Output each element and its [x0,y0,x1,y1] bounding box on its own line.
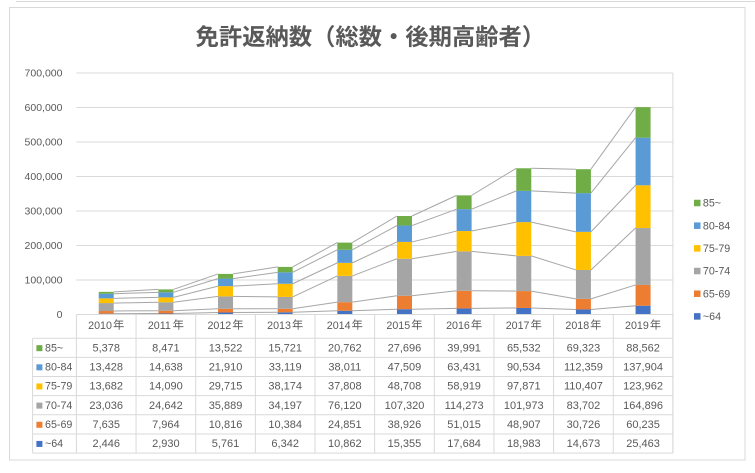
svg-text:15,355: 15,355 [388,438,422,450]
svg-text:2010: 2010 [88,320,112,332]
svg-text:500,000: 500,000 [25,137,63,149]
svg-text:700,000: 700,000 [25,68,63,80]
svg-text:2012: 2012 [207,320,231,332]
svg-text:90,534: 90,534 [507,362,541,374]
svg-text:60,235: 60,235 [626,419,660,431]
svg-text:23,036: 23,036 [89,400,123,412]
svg-text:13,428: 13,428 [89,362,123,374]
svg-text:65,532: 65,532 [507,342,541,354]
svg-text:17,684: 17,684 [447,438,481,450]
svg-text:2013: 2013 [267,320,291,332]
svg-text:2016: 2016 [446,320,470,332]
svg-text:15,721: 15,721 [268,342,302,354]
svg-text:39,991: 39,991 [447,342,481,354]
svg-text:34,197: 34,197 [268,400,302,412]
svg-text:25,463: 25,463 [626,438,660,450]
svg-text:69,323: 69,323 [567,342,601,354]
svg-text:58,919: 58,919 [447,381,481,393]
svg-text:0: 0 [57,309,63,321]
svg-text:123,962: 123,962 [623,381,663,393]
svg-text:29,715: 29,715 [209,381,243,393]
svg-text:76,120: 76,120 [328,400,362,412]
svg-text:112,359: 112,359 [564,362,603,374]
svg-text:6,342: 6,342 [271,438,299,450]
svg-text:75-79: 75-79 [703,243,730,255]
svg-text:~64: ~64 [703,311,721,323]
svg-text:80-84: 80-84 [45,362,72,374]
svg-text:24,642: 24,642 [149,400,183,412]
svg-text:300,000: 300,000 [25,206,63,218]
svg-text:10,384: 10,384 [268,419,302,431]
svg-text:20,762: 20,762 [328,342,362,354]
svg-text:2,446: 2,446 [92,438,120,450]
svg-text:38,926: 38,926 [388,419,422,431]
svg-text:10,862: 10,862 [328,438,362,450]
svg-text:24,851: 24,851 [328,419,362,431]
svg-text:107,320: 107,320 [385,400,425,412]
svg-text:200,000: 200,000 [25,240,63,252]
svg-text:14,673: 14,673 [567,438,601,450]
svg-text:5,378: 5,378 [92,342,120,354]
svg-text:48,708: 48,708 [388,381,422,393]
svg-text:30,726: 30,726 [567,419,601,431]
svg-text:400,000: 400,000 [25,171,63,183]
svg-text:2017: 2017 [506,320,530,332]
svg-text:65-69: 65-69 [45,419,72,431]
svg-text:70-74: 70-74 [703,266,730,278]
svg-text:2011: 2011 [148,320,171,332]
svg-text:63,431: 63,431 [447,362,481,374]
svg-text:8,471: 8,471 [152,342,180,354]
svg-text:2014: 2014 [327,320,351,332]
svg-text:85~: 85~ [45,342,63,354]
svg-text:137,904: 137,904 [623,362,663,374]
svg-text:164,896: 164,896 [623,400,663,412]
svg-text:18,983: 18,983 [507,438,541,450]
svg-text:37,808: 37,808 [328,381,362,393]
svg-text:13,682: 13,682 [89,381,123,393]
svg-text:2,930: 2,930 [152,438,180,450]
svg-text:10,816: 10,816 [209,419,243,431]
svg-text:7,635: 7,635 [92,419,120,431]
svg-text:2015: 2015 [386,320,410,332]
svg-text:80-84: 80-84 [703,220,730,232]
svg-text:110,407: 110,407 [564,381,603,393]
svg-text:33,119: 33,119 [269,362,302,374]
svg-text:97,871: 97,871 [507,381,541,393]
svg-text:38,174: 38,174 [268,381,302,393]
svg-text:65-69: 65-69 [703,288,730,300]
svg-text:27,696: 27,696 [388,342,422,354]
svg-text:70-74: 70-74 [45,400,72,412]
svg-text:5,761: 5,761 [212,438,240,450]
svg-text:~64: ~64 [45,438,63,450]
svg-text:88,562: 88,562 [626,342,660,354]
svg-text:38,011: 38,011 [328,362,361,374]
svg-text:83,702: 83,702 [567,400,601,412]
svg-text:51,015: 51,015 [447,419,481,431]
svg-text:100,000: 100,000 [25,275,63,287]
svg-text:47,509: 47,509 [388,362,422,374]
svg-text:35,889: 35,889 [209,400,243,412]
svg-text:600,000: 600,000 [25,102,63,114]
svg-text:114,273: 114,273 [445,400,484,412]
svg-text:7,964: 7,964 [152,419,180,431]
svg-text:101,973: 101,973 [504,400,544,412]
svg-text:85~: 85~ [703,198,721,210]
svg-text:13,522: 13,522 [209,342,243,354]
svg-text:2019: 2019 [625,320,649,332]
svg-text:21,910: 21,910 [209,362,243,374]
svg-text:75-79: 75-79 [45,381,72,393]
svg-text:2018: 2018 [565,320,589,332]
svg-text:48,907: 48,907 [507,419,541,431]
svg-text:14,090: 14,090 [149,381,183,393]
svg-text:14,638: 14,638 [149,362,183,374]
